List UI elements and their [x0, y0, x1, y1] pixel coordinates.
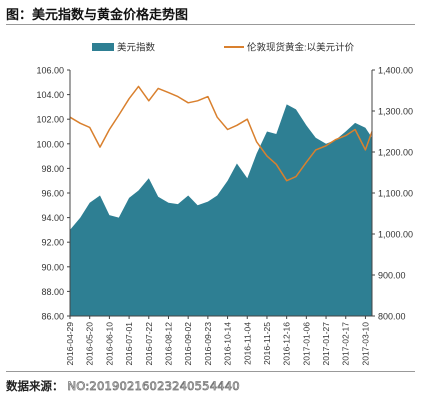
y-right-tick-label: 900.00	[378, 271, 406, 281]
legend-label-usd-index: 美元指数	[117, 42, 156, 54]
y-left-tick-label: 92.00	[41, 238, 64, 248]
source-label: 数据来源：	[6, 379, 64, 393]
y-right-tick-label: 800.00	[378, 312, 406, 322]
x-tick-label: 2016-07-22	[144, 322, 154, 366]
y-left-tick-label: 104.00	[36, 90, 64, 100]
y-left-tick-label: 94.00	[41, 213, 64, 223]
y-left-tick-label: 106.00	[36, 66, 64, 76]
x-tick-label: 2017-01-06	[301, 322, 311, 366]
x-tick-label: 2016-09-23	[203, 322, 213, 366]
page-title: 图：美元指数与黄金价格走势图	[6, 8, 189, 23]
y-left-tick-label: 96.00	[41, 189, 64, 199]
y-left-tick-label: 98.00	[41, 164, 64, 174]
usd-index-area	[70, 104, 372, 317]
x-tick-label: 2016-06-10	[104, 322, 114, 366]
x-tick-label: 2017-02-17	[341, 322, 351, 366]
y-left-tick-label: 86.00	[41, 312, 64, 322]
legend-swatch-usd-index	[92, 43, 114, 51]
y-right-tick-label: 1,300.00	[378, 107, 413, 117]
footer-divider	[6, 371, 415, 372]
y-right-tick-label: 1,100.00	[378, 189, 413, 199]
chart: 86.00 88.00 90.00 92.00 94.00 96.00 98.00 100.0…	[36, 42, 413, 366]
x-tick-label: 2016-07-01	[124, 322, 134, 366]
y-right-tick-label: 1,400.00	[378, 66, 413, 76]
x-tick-label: 2016-05-20	[85, 322, 95, 366]
watermark: NO:20190216023240554440	[67, 379, 240, 394]
y-left-tick-label: 100.00	[36, 139, 64, 149]
y-left-tick-label: 88.00	[41, 287, 64, 297]
y-right-tick-label: 1,000.00	[378, 230, 413, 240]
x-tick-label: 2017-03-10	[360, 322, 370, 366]
x-tick-label: 2016-10-14	[223, 322, 233, 366]
x-tick-label: 2016-12-16	[282, 322, 292, 366]
title-divider	[6, 24, 415, 25]
legend-label-gold: 伦敦现货黄金:以美元计价	[247, 42, 355, 54]
x-tick-label: 2016-08-12	[163, 322, 173, 366]
gold-price-line	[69, 85, 373, 182]
x-tick-label: 2016-09-02	[183, 322, 193, 366]
x-tick-label: 2016-04-29	[65, 322, 75, 366]
x-tick-label: 2017-01-27	[321, 322, 331, 366]
y-left-tick-label: 102.00	[36, 115, 64, 125]
y-left-tick-label: 90.00	[41, 262, 64, 272]
x-tick-label: 2016-11-25	[262, 322, 272, 365]
x-tick-label: 2016-11-04	[242, 322, 252, 365]
y-right-tick-label: 1,200.00	[378, 148, 413, 158]
source-line: 数据来源： NO:20190216023240554440	[6, 378, 240, 394]
